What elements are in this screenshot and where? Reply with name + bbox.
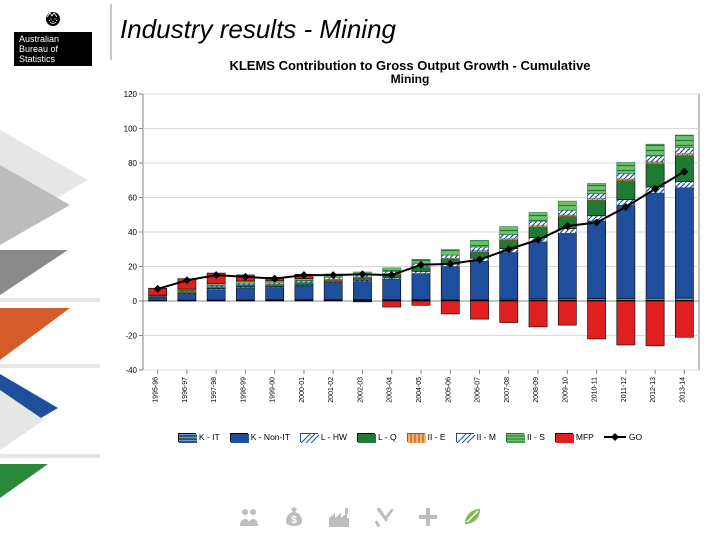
people-icon bbox=[237, 506, 261, 534]
money-bag-icon: $ bbox=[283, 506, 305, 534]
legend-item: L - HW bbox=[300, 432, 347, 442]
svg-text:80: 80 bbox=[128, 159, 137, 168]
svg-text:1997-98: 1997-98 bbox=[211, 377, 218, 403]
leaf-icon bbox=[461, 506, 483, 534]
legend-item: II - E bbox=[407, 432, 446, 442]
svg-text:0: 0 bbox=[133, 297, 138, 306]
legend-item: II - S bbox=[506, 432, 545, 442]
plus-icon bbox=[417, 506, 439, 534]
svg-text:120: 120 bbox=[124, 90, 138, 99]
svg-text:2012-13: 2012-13 bbox=[650, 377, 657, 403]
svg-text:2003-04: 2003-04 bbox=[387, 377, 394, 403]
svg-text:2009-10: 2009-10 bbox=[562, 377, 569, 403]
chart-title: KLEMS Contribution to Gross Output Growt… bbox=[115, 58, 705, 73]
svg-text:2013-14: 2013-14 bbox=[679, 377, 686, 403]
page-title: Industry results - Mining bbox=[120, 14, 396, 45]
svg-text:-20: -20 bbox=[125, 332, 137, 341]
svg-text:2007-08: 2007-08 bbox=[504, 377, 511, 403]
svg-text:-40: -40 bbox=[125, 366, 137, 375]
svg-text:100: 100 bbox=[124, 125, 138, 134]
svg-text:60: 60 bbox=[128, 194, 137, 203]
svg-text:40: 40 bbox=[128, 228, 137, 237]
decorative-triangles bbox=[0, 130, 100, 500]
header-divider bbox=[110, 4, 112, 60]
svg-text:2004-05: 2004-05 bbox=[416, 377, 423, 403]
svg-text:Bureau of: Bureau of bbox=[19, 44, 59, 54]
legend-item: K - IT bbox=[178, 432, 220, 442]
svg-text:Australian: Australian bbox=[19, 34, 59, 44]
legend-item: II - M bbox=[456, 432, 496, 442]
svg-text:2001-02: 2001-02 bbox=[328, 377, 335, 403]
chart-svg: -40 -20 0 20 40 60 80 100 120 1995-96 1996-97 1997-… bbox=[115, 88, 705, 454]
abs-logo: Australian Bureau of Statistics bbox=[10, 8, 96, 73]
svg-text:$: $ bbox=[291, 515, 297, 526]
svg-text:2011-12: 2011-12 bbox=[621, 377, 628, 402]
svg-text:2006-07: 2006-07 bbox=[475, 377, 482, 403]
svg-text:1995-96: 1995-96 bbox=[153, 377, 160, 403]
svg-text:2002-03: 2002-03 bbox=[357, 377, 364, 403]
svg-text:2010-11: 2010-11 bbox=[592, 377, 599, 402]
svg-text:2008-09: 2008-09 bbox=[533, 377, 540, 403]
svg-text:20: 20 bbox=[128, 263, 137, 272]
legend-item: MFP bbox=[555, 432, 594, 442]
svg-text:2005-06: 2005-06 bbox=[445, 377, 452, 403]
svg-text:Statistics: Statistics bbox=[19, 54, 56, 64]
chart-legend: K - IT K - Non-IT L - HW L - Q II - E II - M I… bbox=[115, 432, 705, 442]
klems-chart: KLEMS Contribution to Gross Output Growt… bbox=[115, 58, 705, 458]
svg-text:1999-00: 1999-00 bbox=[270, 377, 277, 403]
legend-item: K - Non-IT bbox=[230, 432, 290, 442]
svg-text:2000-01: 2000-01 bbox=[299, 377, 306, 403]
svg-text:1996-97: 1996-97 bbox=[182, 377, 189, 403]
svg-text:1998-99: 1998-99 bbox=[240, 377, 247, 403]
footer-icons: $ bbox=[0, 506, 720, 534]
factory-icon bbox=[327, 506, 351, 534]
tools-icon bbox=[373, 506, 395, 534]
legend-item: GO bbox=[604, 432, 642, 442]
chart-subtitle: Mining bbox=[115, 72, 705, 86]
legend-item: L - Q bbox=[357, 432, 397, 442]
